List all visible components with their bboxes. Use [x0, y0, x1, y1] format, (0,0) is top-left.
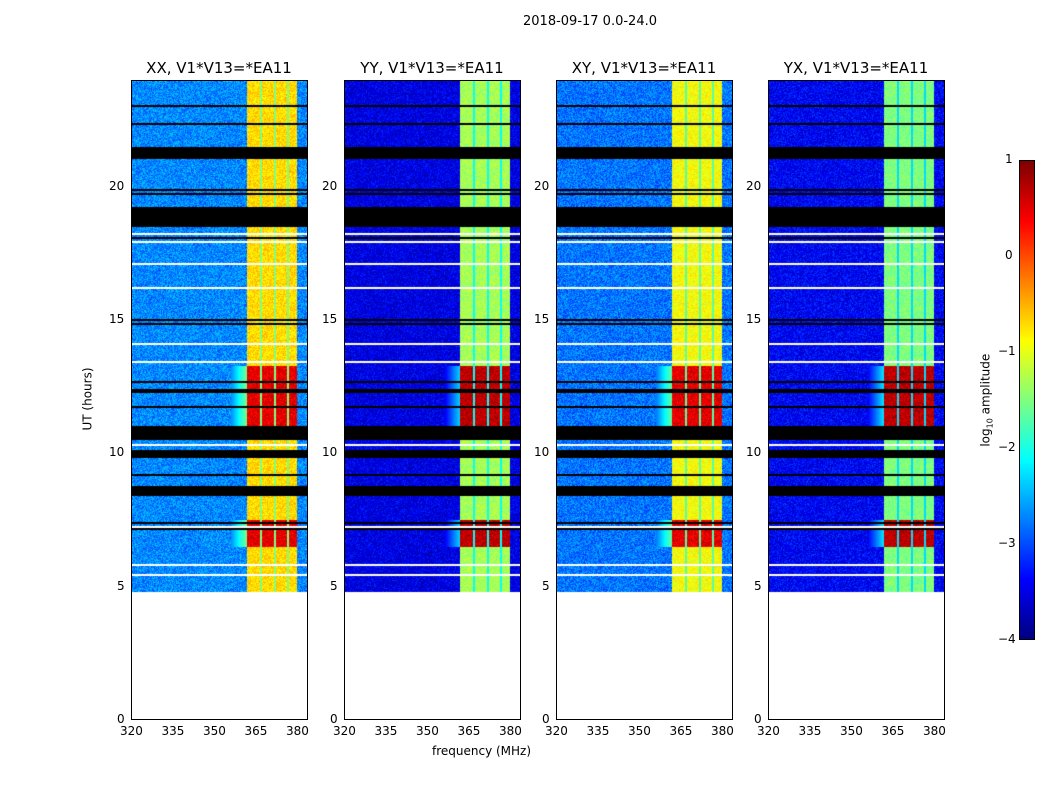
- colorbar-tick-label: 0: [1005, 248, 1013, 262]
- y-tick-label: 20: [322, 178, 338, 193]
- heatmap-cells: [557, 81, 732, 719]
- heatmap-cells: [132, 81, 307, 719]
- y-tick-label: 0: [117, 712, 125, 726]
- y-tick-label: 15: [109, 312, 125, 326]
- y-tick-label: 5: [542, 578, 550, 593]
- panel-title: YX, V1*V13=*EA11: [783, 59, 929, 77]
- x-tick-label: 320: [545, 724, 568, 738]
- y-tick-label: 5: [117, 578, 125, 593]
- y-tick-label: 10: [322, 445, 338, 460]
- x-tick-label: 335: [798, 724, 822, 738]
- y-tick-label: 5: [330, 578, 338, 593]
- y-tick-label: 0: [542, 712, 550, 726]
- y-tick-label: 20: [534, 178, 550, 193]
- x-tick-label: 380: [922, 724, 946, 738]
- x-tick-label: 365: [244, 724, 268, 738]
- figure-title: 2018-09-17 0.0-24.0: [523, 14, 657, 29]
- colorbar-tick-label: 1: [1005, 152, 1013, 166]
- colorbar-tick-label: −3: [998, 536, 1016, 550]
- x-tick-label: 380: [285, 724, 309, 738]
- x-tick-label: 335: [161, 724, 185, 738]
- x-tick-label: 335: [586, 724, 610, 738]
- x-tick-label: 365: [881, 724, 905, 738]
- panel-title: XX, V1*V13=*EA11: [146, 59, 292, 77]
- colorbar-label: log10 amplitude: [978, 353, 995, 447]
- x-tick-label: 350: [627, 724, 651, 738]
- y-tick-label: 10: [109, 445, 125, 460]
- panel-title: XY, V1*V13=*EA11: [571, 59, 717, 77]
- x-tick-label: 350: [202, 724, 226, 738]
- y-axis-label: UT (hours): [80, 367, 95, 431]
- y-tick-label: 10: [534, 445, 550, 460]
- x-tick-label: 365: [457, 724, 481, 738]
- y-tick-label: 0: [330, 712, 338, 726]
- x-tick-label: 335: [374, 724, 398, 738]
- colorbar: [1019, 160, 1035, 640]
- y-tick-label: 5: [754, 578, 762, 593]
- x-tick-label: 380: [710, 724, 734, 738]
- spectrogram-panel-xx: [131, 80, 308, 720]
- x-tick-label: 320: [120, 724, 143, 738]
- x-tick-label: 350: [839, 724, 863, 738]
- panel-title: YY, V1*V13=*EA11: [360, 59, 504, 77]
- y-tick-label: 15: [322, 312, 338, 326]
- y-tick-label: 20: [746, 178, 762, 193]
- x-tick-label: 320: [757, 724, 780, 738]
- x-tick-label: 380: [498, 724, 522, 738]
- heatmap-cells: [345, 81, 520, 719]
- y-tick-label: 20: [109, 178, 125, 193]
- heatmap-cells: [769, 81, 944, 719]
- colorbar-tick-label: −1: [998, 344, 1016, 358]
- spectrogram-panel-yx: [768, 80, 945, 720]
- colorbar-tick-label: −2: [998, 440, 1016, 454]
- x-tick-label: 365: [669, 724, 693, 738]
- x-tick-label: 320: [333, 724, 356, 738]
- y-tick-label: 10: [746, 445, 762, 460]
- spectrogram-panel-yy: [344, 80, 521, 720]
- x-axis-label: frequency (MHz): [432, 744, 532, 758]
- colorbar-tick-label: −4: [998, 632, 1016, 646]
- spectrogram-panel-xy: [556, 80, 733, 720]
- y-tick-label: 15: [746, 312, 762, 326]
- y-tick-label: 15: [534, 312, 550, 326]
- y-tick-label: 0: [754, 712, 762, 726]
- x-tick-label: 350: [415, 724, 439, 738]
